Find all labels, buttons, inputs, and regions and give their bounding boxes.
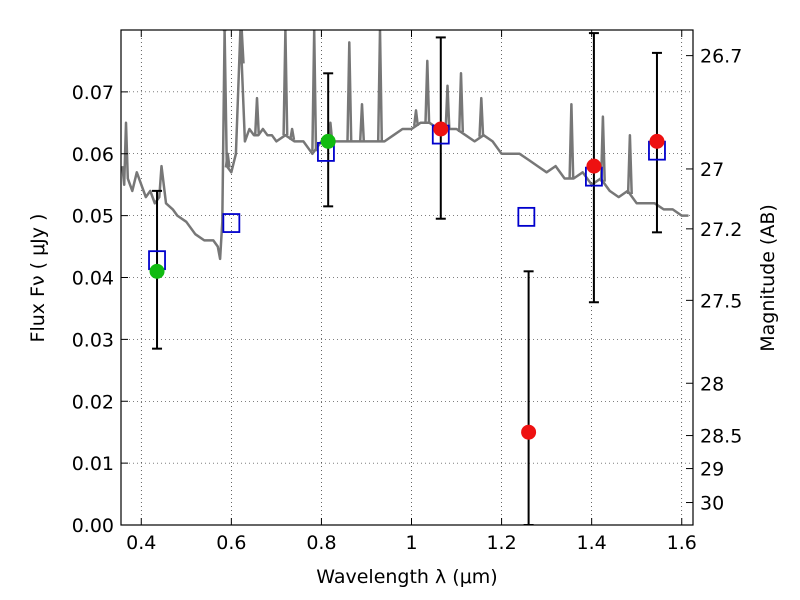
y-tick-label: 0.04 (72, 268, 114, 290)
model-box (222, 213, 241, 233)
spectrum-spike (444, 84, 451, 130)
y2-tick-label: 29 (700, 459, 724, 481)
x-tick-label: 1.4 (577, 532, 607, 554)
observed-point-green (320, 133, 336, 149)
y-tick-label: 0.01 (72, 453, 114, 475)
observed-point-red (433, 121, 449, 137)
y2-tick-label: 27.2 (700, 219, 742, 241)
y-tick-label: 0.05 (72, 206, 114, 228)
observed-point-red (649, 133, 665, 149)
plot-area (121, 30, 689, 525)
spectrum-spike (376, 30, 384, 142)
spectrum-spike (282, 30, 289, 136)
y-tick-label: 0.07 (72, 82, 114, 104)
spectrum-spike (238, 30, 245, 64)
spectrum-spike (253, 96, 261, 136)
x-tick-label: 0.4 (126, 532, 156, 554)
y2-tick-label: 28.5 (700, 426, 742, 448)
y-tick-label: 0.03 (72, 329, 114, 351)
model-box (517, 206, 536, 227)
y-axis-label: Flux Fν ( μJy ) (27, 214, 49, 343)
observed-point-green (149, 263, 165, 279)
spectrum-spike (311, 30, 318, 152)
y-tick-label: 0.06 (72, 144, 114, 166)
spectrum-spike (289, 127, 296, 141)
x-tick-label: 0.8 (306, 532, 336, 554)
y2-axis-label: Magnitude (AB) (757, 204, 779, 352)
spectrum-spike (346, 41, 353, 142)
spectrum-spike (599, 115, 606, 182)
spectrum-spike (412, 109, 420, 127)
y2-tick-label: 28 (700, 373, 724, 395)
spectrum-spike (478, 96, 485, 137)
y-tick-label: 0.02 (72, 391, 114, 413)
x-tick-label: 1.6 (667, 532, 697, 554)
spectrum-spike (568, 102, 575, 179)
spectrum-spike (457, 72, 465, 133)
observed-point-red (521, 424, 537, 440)
y-tick-label: 0.00 (72, 515, 114, 537)
y2-tick-label: 26.7 (700, 46, 742, 68)
y2-tick-label: 27.5 (700, 290, 742, 312)
x-tick-label: 0.6 (216, 532, 246, 554)
observed-point-red (586, 158, 602, 174)
x-tick-label: 1.2 (486, 532, 516, 554)
y2-tick-label: 27 (700, 159, 724, 181)
spectrum-spike (224, 152, 231, 168)
observed-point-layer (149, 121, 665, 440)
tick-layer: 0.4 0.6 0.8 1 1.2 1.4 1.6 0.00 0.01 0.02 0.03 0.04 0… (72, 30, 742, 554)
y2-tick-label: 30 (700, 493, 724, 515)
spectrum-spike (358, 102, 366, 142)
spectrum-spike (626, 133, 633, 195)
x-axis-label: Wavelength λ (μm) (316, 566, 497, 588)
x-tick-label: 1 (405, 532, 417, 554)
spectrum-spike (424, 59, 431, 123)
